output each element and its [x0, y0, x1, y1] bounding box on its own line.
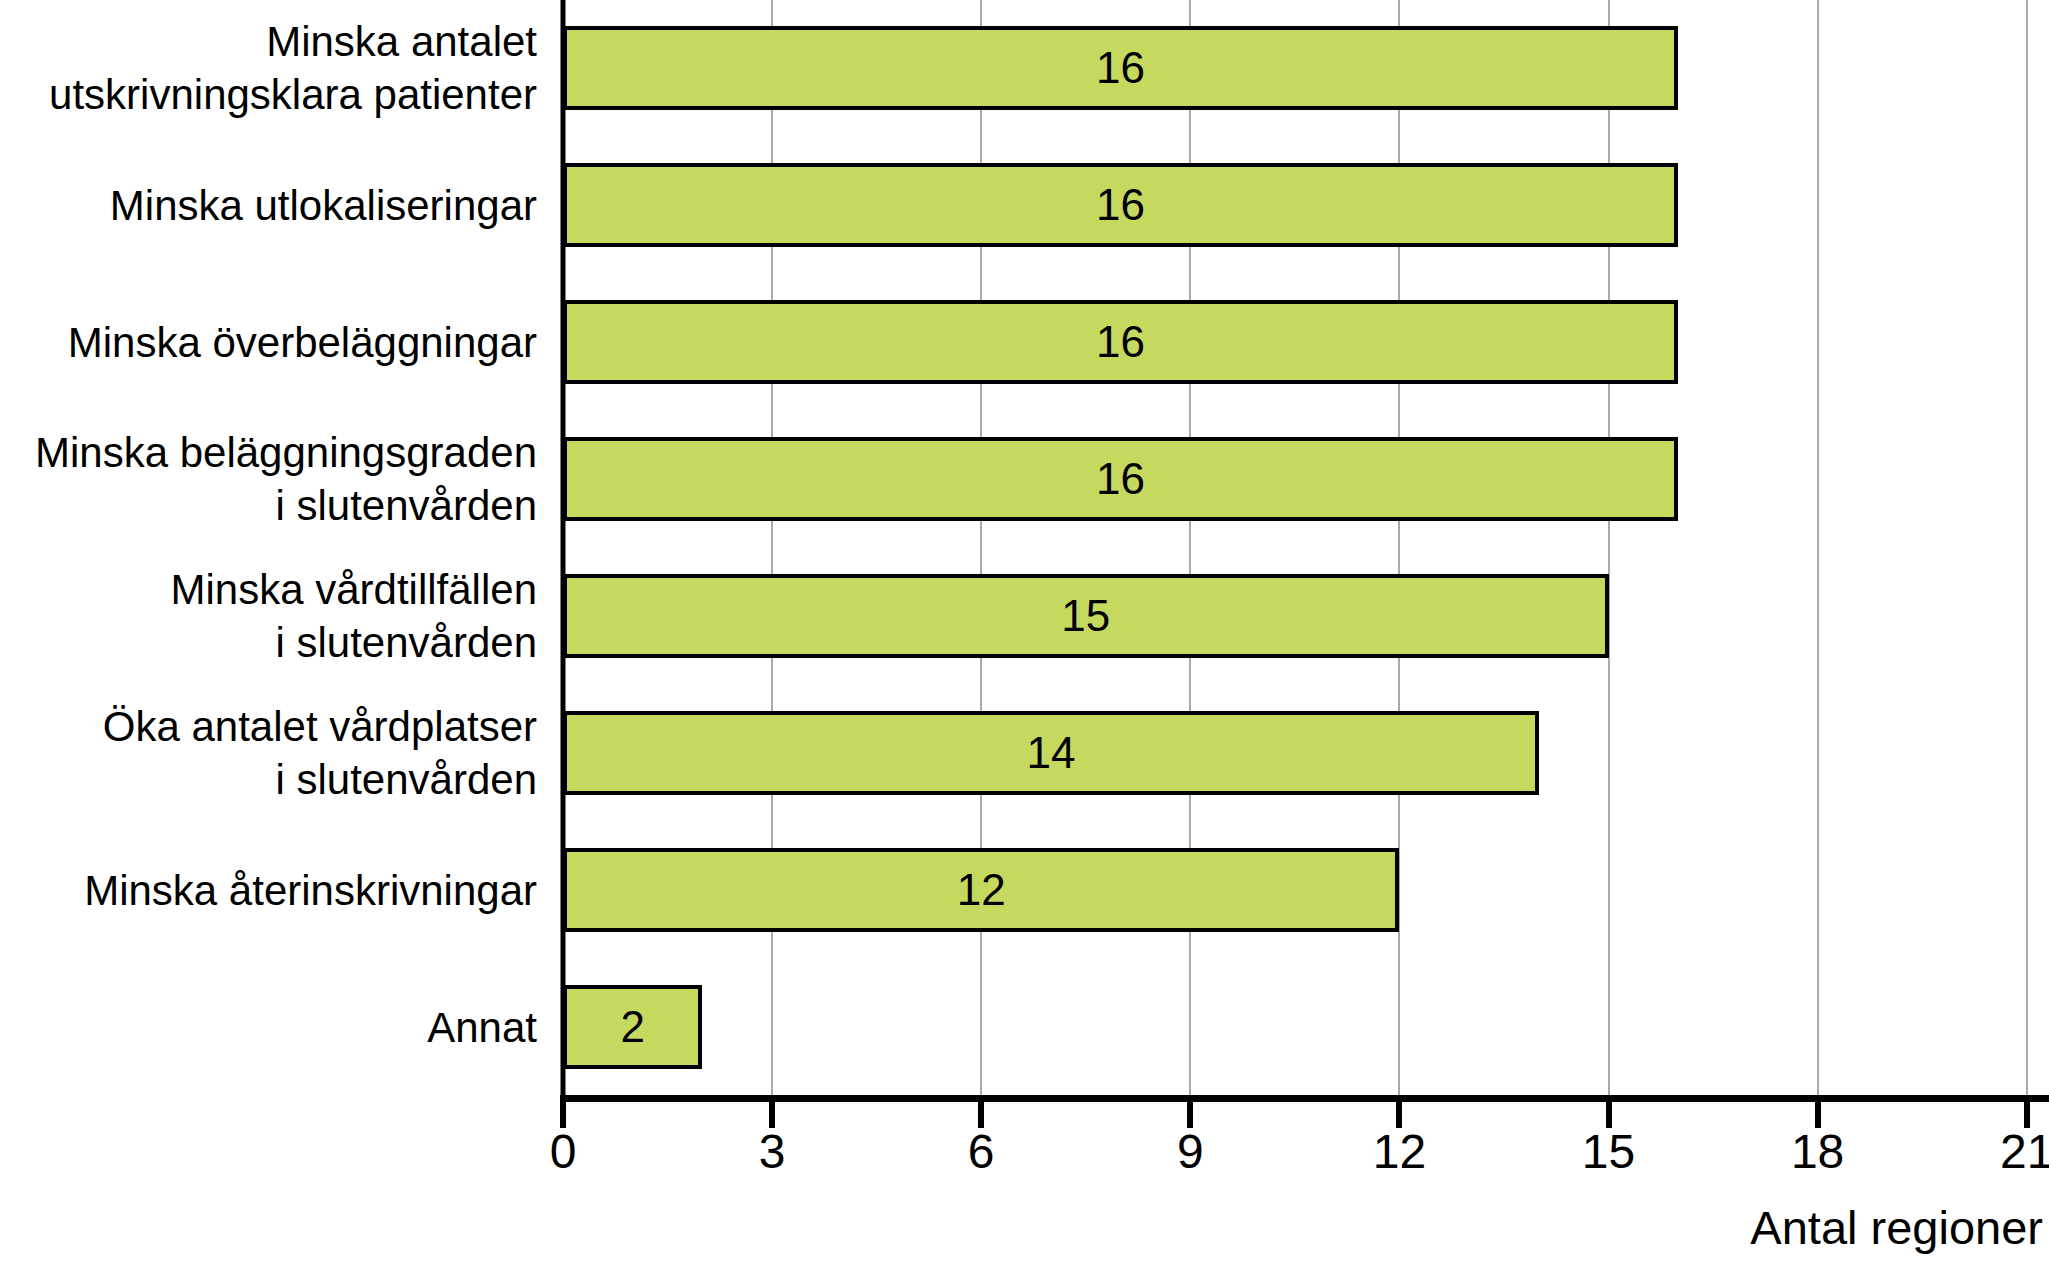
- x-tick-mark: [769, 1095, 775, 1128]
- bar-row: 16: [563, 437, 1678, 521]
- bar-row: 16: [563, 26, 1678, 110]
- x-tick-mark: [560, 1095, 566, 1128]
- x-tick-label: 18: [1738, 1124, 1898, 1179]
- x-tick-label: 3: [692, 1124, 852, 1179]
- category-label: Minska vårdtillfällen i slutenvården: [0, 563, 537, 669]
- bar: 16: [563, 437, 1678, 521]
- x-tick-label: 21: [1947, 1124, 2049, 1179]
- x-tick-mark: [1396, 1095, 1402, 1128]
- horizontal-bar-chart: Minska antalet utskrivningsklara patient…: [0, 0, 2049, 1261]
- category-label: Minska beläggningsgraden i slutenvården: [0, 426, 537, 532]
- bar-value-label: 14: [1026, 728, 1075, 778]
- x-tick-mark: [1606, 1095, 1612, 1128]
- bar-row: 12: [563, 848, 1399, 932]
- category-label: Minska återinskrivningar: [0, 863, 537, 916]
- category-label: Minska överbeläggningar: [0, 316, 537, 369]
- x-tick-mark: [1187, 1095, 1193, 1128]
- x-tick-label: 15: [1529, 1124, 1689, 1179]
- bar-value-label: 16: [1096, 454, 1145, 504]
- category-label: Minska antalet utskrivningsklara patient…: [0, 15, 537, 121]
- category-label: Minska utlokaliseringar: [0, 179, 537, 232]
- x-axis-title: Antal regioner: [1750, 1200, 2043, 1255]
- gridline: [1817, 0, 1819, 1095]
- gridline: [2026, 0, 2028, 1095]
- bar-row: 16: [563, 300, 1678, 384]
- x-axis-line: [563, 1095, 2049, 1102]
- x-tick-label: 6: [901, 1124, 1061, 1179]
- x-tick-mark: [978, 1095, 984, 1128]
- bar-value-label: 16: [1096, 317, 1145, 367]
- bar-value-label: 16: [1096, 180, 1145, 230]
- x-tick-label: 12: [1319, 1124, 1479, 1179]
- bar-value-label: 2: [620, 1002, 644, 1052]
- x-tick-mark: [1815, 1095, 1821, 1128]
- bar-row: 2: [563, 985, 702, 1069]
- x-tick-label: 9: [1110, 1124, 1270, 1179]
- bar: 16: [563, 26, 1678, 110]
- category-labels: Minska antalet utskrivningsklara patient…: [0, 0, 537, 1096]
- bar-row: 15: [563, 574, 1609, 658]
- bar: 12: [563, 848, 1399, 932]
- bar-value-label: 15: [1061, 591, 1110, 641]
- bar: 16: [563, 300, 1678, 384]
- x-tick-mark: [2024, 1095, 2030, 1128]
- bar-row: 14: [563, 711, 1539, 795]
- bar: 15: [563, 574, 1609, 658]
- y-axis-line: [561, 0, 566, 1095]
- bar: 16: [563, 163, 1678, 247]
- category-label: Öka antalet vårdplatser i slutenvården: [0, 700, 537, 806]
- plot-area: 16 16 16 16 15 14: [563, 0, 2049, 1261]
- bar: 14: [563, 711, 1539, 795]
- bar: 2: [563, 985, 702, 1069]
- bar-value-label: 16: [1096, 43, 1145, 93]
- bar-value-label: 12: [957, 865, 1006, 915]
- category-label: Annat: [0, 1000, 537, 1053]
- bar-row: 16: [563, 163, 1678, 247]
- x-tick-label: 0: [483, 1124, 643, 1179]
